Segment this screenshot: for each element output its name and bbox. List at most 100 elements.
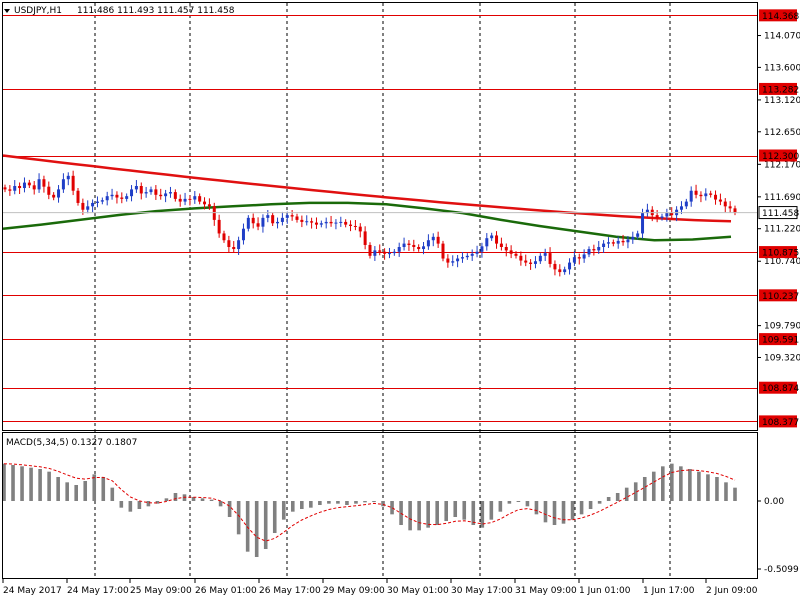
candle-body [456,258,460,262]
macd-bar [570,501,575,520]
macd-bar [706,474,710,501]
candle-body [538,255,542,262]
candle-body [495,235,499,244]
candle-body [251,217,255,224]
candle-body [422,246,426,250]
candle-body [689,190,693,202]
macd-bar [534,501,539,515]
macd-bar [354,501,358,504]
candle-body [285,215,289,218]
candle-body [563,269,567,273]
current-price-label: 111.458 [762,209,799,219]
candle-body [499,243,503,247]
price-axis: 114.070 113.600 113.120 112.650 112.170 111.6… [3,9,800,428]
candle-body [543,253,547,256]
candle-body [18,186,22,189]
price-tick-label: 114.070 [764,32,800,42]
level-price-tag [759,82,797,95]
candle-body [626,239,630,243]
candle-body [207,204,211,207]
candle-body [460,257,464,259]
level-price-label: 110.875 [762,249,799,259]
candle-body [81,202,85,210]
macd-bar [498,501,503,512]
macd-bar [83,480,88,501]
macd-bar [245,501,250,552]
candle-body [709,193,713,195]
candle-body [8,189,12,191]
candle-body [485,238,489,247]
dropdown-triangle-icon[interactable] [4,9,10,13]
candle-body [86,206,90,210]
candle-body [71,175,75,191]
candle-body [383,251,387,254]
candle-body [417,247,421,250]
time-tick-label: 1 Jun 01:00 [579,586,631,596]
candle-body [616,240,620,244]
candle-body [32,185,36,190]
candle-body [490,235,494,239]
time-tick-label: 30 May 01:00 [387,586,449,596]
macd-bar [74,484,78,501]
candle-body [324,221,328,224]
time-tick-label: 26 May 17:00 [259,586,321,596]
macd-bar [697,471,701,501]
time-tick-label: 29 May 09:00 [323,586,385,596]
candle-body [300,219,304,222]
candle-body [246,217,250,229]
candle-body [130,189,134,197]
macd-tick-label: -0.5099 [764,565,799,575]
macd-bar [462,501,467,520]
macd-bar [688,468,692,501]
macd-signal-line [3,463,736,542]
macd-bar [444,501,449,522]
candle-body [178,198,182,202]
candle-body [446,258,450,263]
macd-bar [733,487,737,501]
macd-bar [146,501,151,507]
candle-body [465,255,469,258]
ohlc-values: 111.486 111.493 111.457 111.458 [77,6,235,16]
macd-bar [263,501,268,550]
candle-body [329,221,333,224]
candle-body [514,253,518,256]
candle-body [237,240,241,250]
candle-body [61,179,65,190]
macd-bar [29,467,33,501]
candle-body [636,233,640,237]
price-tick-label: 112.170 [764,160,800,170]
candle-body [407,243,411,245]
candle-body [358,226,362,232]
macd-bar [642,476,647,501]
macd-bar [661,466,665,501]
chart-header: USDJPY,H1 111.486 111.493 111.457 111.45… [4,6,235,16]
candle-body [684,201,688,207]
macd-bar [670,463,674,501]
candle-body [645,209,649,214]
candle-body [529,262,533,264]
price-tick-label: 112.650 [764,128,800,138]
candle-body [397,247,401,252]
macd-bar [191,496,196,501]
candle-body [212,206,216,220]
macd-bar [588,501,593,510]
macd-bar [173,492,178,501]
macd-bar [561,501,566,524]
macd-bar [110,487,115,501]
candle-body [66,175,70,180]
candle-body [392,251,396,254]
price-tick-label: 109.790 [764,322,800,332]
candle-body [232,247,236,250]
candle-body [3,187,7,190]
candle-body [592,249,596,251]
candle-body [57,189,61,198]
candle-body [368,244,372,256]
candle-body [577,257,581,259]
macd-bar [209,499,214,501]
macd-bar [200,498,205,501]
time-axis: 24 May 2017 24 May 17:00 25 May 09:00 26 Ma… [2,579,758,596]
level-price-label: 109.591 [762,336,799,346]
level-price-label: 108.874 [762,384,799,394]
frames [2,2,758,579]
